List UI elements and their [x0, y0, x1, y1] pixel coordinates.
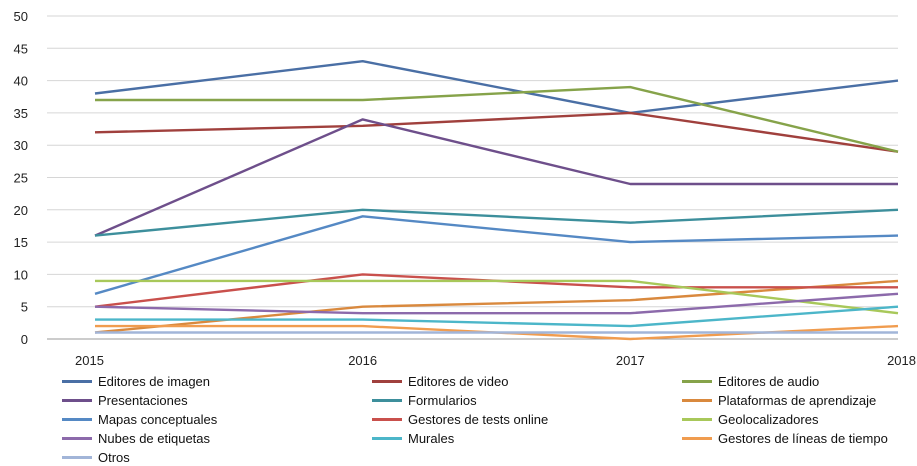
- legend-label: Plataformas de aprendizaje: [718, 392, 877, 408]
- legend-swatch: [682, 398, 712, 402]
- x-axis-ticks: 2015 2016 2017 2018: [75, 353, 916, 368]
- y-tick-label: 10: [14, 267, 28, 282]
- y-tick-label: 15: [14, 235, 28, 250]
- legend-swatch: [682, 436, 712, 440]
- legend-swatch: [682, 379, 712, 383]
- legend-swatch: [62, 436, 92, 440]
- legend-label: Mapas conceptuales: [98, 411, 218, 427]
- legend-label: Nubes de etiquetas: [98, 430, 211, 446]
- y-tick-label: 35: [14, 106, 28, 121]
- x-tick-label: 2016: [348, 353, 377, 368]
- legend: Editores de imagen Editores de video Edito…: [62, 372, 912, 466]
- legend-swatch: [372, 379, 402, 383]
- x-tick-label: 2017: [616, 353, 645, 368]
- legend-swatch: [372, 436, 402, 440]
- series-line-3: [94, 118, 898, 237]
- legend-item: Formularios: [372, 391, 682, 409]
- legend-label: Editores de imagen: [98, 373, 211, 389]
- legend-item: Gestores de tests online: [372, 410, 682, 428]
- y-tick-label: 20: [14, 203, 28, 218]
- y-tick-label: 5: [21, 300, 28, 315]
- legend-label: Editores de audio: [718, 373, 820, 389]
- series-lines: [94, 60, 899, 341]
- legend-label: Gestores de tests online: [408, 411, 549, 427]
- legend-item: Editores de audio: [682, 372, 912, 390]
- y-axis-ticks: 0 5 10 15 20 25 30 35 40 45 50: [14, 9, 28, 347]
- y-tick-label: 50: [14, 9, 28, 24]
- legend-item: Geolocalizadores: [682, 410, 912, 428]
- y-tick-label: 45: [14, 41, 28, 56]
- line-chart: 0 5 10 15 20 25 30 35 40 45 50 2015 2016 2017 2018: [14, 9, 916, 368]
- legend-item: Presentaciones: [62, 391, 372, 409]
- series-line-10: [95, 305, 899, 328]
- legend-item: Gestores de líneas de tiempo: [682, 429, 912, 447]
- legend-swatch: [62, 379, 92, 383]
- y-tick-label: 0: [21, 332, 28, 347]
- legend-label: Murales: [408, 430, 455, 446]
- legend-label: Gestores de líneas de tiempo: [718, 430, 888, 446]
- legend-item: Murales: [372, 429, 682, 447]
- legend-item: Editores de imagen: [62, 372, 372, 390]
- x-tick-label: 2018: [887, 353, 916, 368]
- legend-swatch: [682, 417, 712, 421]
- series-line-8: [95, 279, 899, 315]
- series-line-6: [94, 215, 899, 295]
- legend-item: Nubes de etiquetas: [62, 429, 372, 447]
- legend-label: Otros: [98, 449, 130, 465]
- series-line-1: [94, 111, 899, 153]
- series-line-9: [94, 292, 899, 315]
- legend-swatch: [62, 455, 92, 459]
- legend-item: Editores de video: [372, 372, 682, 390]
- y-tick-label: 40: [14, 74, 28, 89]
- legend-swatch: [372, 398, 402, 402]
- y-tick-label: 25: [14, 171, 28, 186]
- x-tick-label: 2015: [75, 353, 104, 368]
- series-line-0: [94, 60, 899, 115]
- y-tick-label: 30: [14, 138, 28, 153]
- legend-label: Editores de video: [408, 373, 509, 389]
- series-line-2: [95, 85, 899, 153]
- legend-label: Geolocalizadores: [718, 411, 819, 427]
- legend-swatch: [372, 417, 402, 421]
- legend-item: Plataformas de aprendizaje: [682, 391, 912, 409]
- legend-item: Mapas conceptuales: [62, 410, 372, 428]
- legend-item: Otros: [62, 448, 372, 466]
- series-line-4: [94, 208, 899, 237]
- gridlines: [47, 15, 898, 340]
- legend-label: Formularios: [408, 392, 477, 408]
- legend-swatch: [62, 398, 92, 402]
- legend-label: Presentaciones: [98, 392, 188, 408]
- legend-swatch: [62, 417, 92, 421]
